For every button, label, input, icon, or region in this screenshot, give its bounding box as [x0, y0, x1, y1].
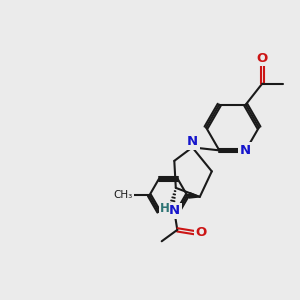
- Text: N: N: [187, 135, 198, 148]
- Text: O: O: [256, 52, 268, 64]
- Polygon shape: [189, 193, 200, 198]
- Text: N: N: [169, 205, 180, 218]
- Text: H: H: [160, 202, 169, 215]
- Text: CH₃: CH₃: [114, 190, 133, 200]
- Text: N: N: [240, 144, 251, 157]
- Text: O: O: [196, 226, 207, 239]
